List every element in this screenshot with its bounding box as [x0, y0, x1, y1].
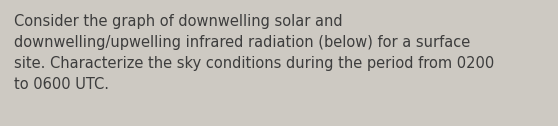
Text: Consider the graph of downwelling solar and
downwelling/upwelling infrared radia: Consider the graph of downwelling solar … [14, 14, 494, 92]
